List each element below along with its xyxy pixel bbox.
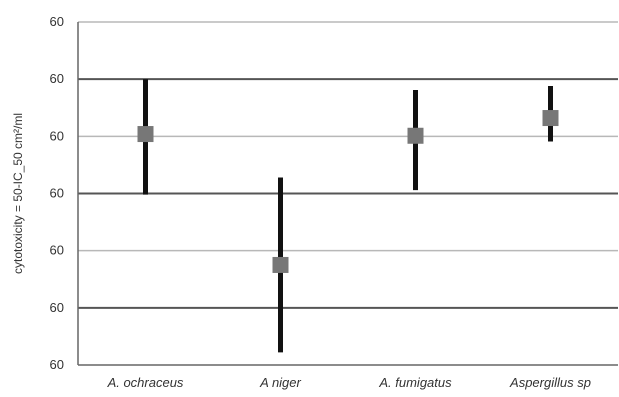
- data-point-3: [542, 110, 559, 127]
- y-tick-label-1: 60: [50, 300, 64, 315]
- data-point-1: [272, 256, 289, 273]
- gridlines: [78, 21, 618, 309]
- x-tick-label-0: A. ochraceus: [107, 375, 184, 390]
- data-point-2: [407, 127, 424, 144]
- axis-labels: 60 60 60 60 60 60 60 cytotoxicity = 50-IC_50 cm…: [11, 14, 591, 390]
- y-tick-label-4: 60: [50, 128, 64, 143]
- y-tick-label-6: 60: [50, 14, 64, 29]
- error-bars: [143, 79, 553, 353]
- y-tick-label-5: 60: [50, 71, 64, 86]
- y-tick-label-3: 60: [50, 186, 64, 201]
- data-point-0: [137, 126, 154, 143]
- y-axis-title: cytotoxicity = 50-IC_50 cm²/ml: [11, 113, 25, 274]
- axes: [77, 22, 618, 366]
- x-tick-label-2: A. fumigatus: [378, 375, 452, 390]
- x-tick-label-3: Aspergillus sp: [509, 375, 591, 390]
- x-tick-label-1: A niger: [259, 375, 301, 390]
- y-tick-label-2: 60: [50, 243, 64, 258]
- data-markers: [137, 110, 559, 273]
- y-tick-label-0: 60: [50, 357, 64, 372]
